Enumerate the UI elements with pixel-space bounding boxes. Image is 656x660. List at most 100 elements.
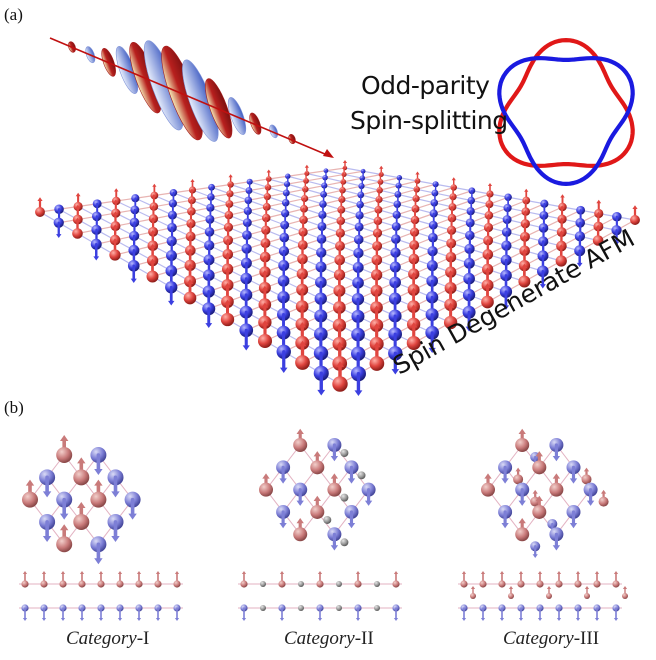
spin-down-site xyxy=(555,604,563,621)
spin-up-site xyxy=(56,524,73,553)
spin-down-site xyxy=(154,604,162,621)
spin-up-site xyxy=(22,479,38,508)
spin-up-site xyxy=(443,302,458,330)
nonmagnetic-site xyxy=(340,538,349,547)
spin-up-site xyxy=(532,495,547,519)
spin-down-site xyxy=(239,323,254,351)
spin-up-site xyxy=(21,571,29,588)
spin-down-site xyxy=(316,604,324,621)
spin-down-site xyxy=(462,305,476,332)
spin-down-site xyxy=(39,513,56,542)
spin-down-site xyxy=(593,604,601,621)
nonmagnetic-site xyxy=(340,493,349,502)
spin-up-site xyxy=(316,571,324,588)
spin-down-site xyxy=(59,604,67,621)
spin-down-site xyxy=(574,604,582,621)
spin-down-site xyxy=(53,217,64,238)
spin-up-site xyxy=(622,586,628,599)
spin-down-site xyxy=(344,504,359,529)
spin-up-site xyxy=(470,586,476,599)
spin-down-site xyxy=(40,604,48,621)
spin-up-site xyxy=(59,571,67,588)
spin-down-site xyxy=(278,604,286,621)
spin-down-site xyxy=(240,604,248,621)
spin-up-site xyxy=(486,183,494,198)
spin-up-site xyxy=(593,571,601,588)
category-2-structure xyxy=(238,428,402,621)
spin-up-site xyxy=(240,571,248,588)
spin-down-site xyxy=(97,604,105,621)
spin-down-site xyxy=(612,604,620,621)
spin-up-site xyxy=(515,518,530,542)
spin-up-site xyxy=(293,428,308,452)
spin-down-site xyxy=(56,491,73,520)
spin-down-site xyxy=(135,604,143,621)
spin-up-site xyxy=(460,571,468,588)
spin-up-site xyxy=(257,320,273,349)
spin-down-site xyxy=(498,460,513,484)
spin-down-site xyxy=(388,346,403,375)
spin-up-site xyxy=(295,340,310,370)
spin-down-site xyxy=(566,504,581,529)
spin-up-site xyxy=(35,197,45,217)
spin-up-site xyxy=(327,473,342,497)
spin-up-site xyxy=(259,473,273,497)
spin-up-site xyxy=(135,571,143,588)
spin-down-site xyxy=(549,527,564,551)
spin-up-site xyxy=(581,467,592,485)
spin-down-site xyxy=(530,541,541,559)
nonmagnetic-site xyxy=(260,581,266,587)
spin-up-site xyxy=(612,571,620,588)
spin-up-site xyxy=(109,238,121,261)
category-1-caption: Category-I xyxy=(66,628,150,649)
panel-b-label: (b) xyxy=(4,398,24,417)
nonmagnetic-site xyxy=(374,581,380,587)
spin-down-site xyxy=(90,536,107,565)
spin-up-site xyxy=(479,571,487,588)
spin-up-site xyxy=(183,279,197,305)
spin-down-site xyxy=(90,447,107,475)
spin-up-site xyxy=(549,473,564,497)
spin-up-site xyxy=(513,467,524,485)
category-1-structure xyxy=(19,435,183,621)
spin-down-site xyxy=(327,527,342,551)
spin-down-site xyxy=(350,366,366,397)
spin-up-site xyxy=(536,571,544,588)
category-3-structure xyxy=(458,428,628,621)
spin-up-site xyxy=(73,501,90,530)
spin-up-site xyxy=(97,571,105,588)
spin-down-site xyxy=(165,281,178,306)
spin-down-site xyxy=(361,482,376,506)
odd-parity-label: Odd-parity xyxy=(361,71,490,100)
spin-down-site xyxy=(392,604,400,621)
spin-down-site xyxy=(517,604,525,621)
spin-down-site xyxy=(499,285,513,310)
spin-down-site xyxy=(460,604,468,621)
light-pulse xyxy=(68,40,296,144)
nonmagnetic-site xyxy=(260,605,266,611)
nonmagnetic-site xyxy=(298,581,304,587)
spin-contour xyxy=(497,56,635,186)
spin-down-site xyxy=(202,302,216,328)
spin-down-site xyxy=(276,504,291,529)
pulse-lobe xyxy=(227,97,247,135)
spin-up-site xyxy=(220,299,235,327)
spin-down-site xyxy=(611,225,622,246)
panel-a-label: (a) xyxy=(4,5,23,24)
pulse-lobe xyxy=(269,124,279,139)
spin-down-site xyxy=(566,460,581,484)
spin-down-site xyxy=(479,604,487,621)
pulse-propagation-axis xyxy=(49,37,333,158)
spin-down-site xyxy=(537,265,549,289)
spin-down-site xyxy=(327,438,342,462)
nonmagnetic-site xyxy=(336,581,342,587)
spin-up-site xyxy=(154,571,162,588)
spin-up-site xyxy=(72,217,83,239)
spin-down-site xyxy=(536,604,544,621)
spin-down-site xyxy=(107,469,124,498)
spin-down-site xyxy=(276,344,291,374)
spin-up-site xyxy=(412,187,420,203)
spin-up-site xyxy=(392,571,400,588)
